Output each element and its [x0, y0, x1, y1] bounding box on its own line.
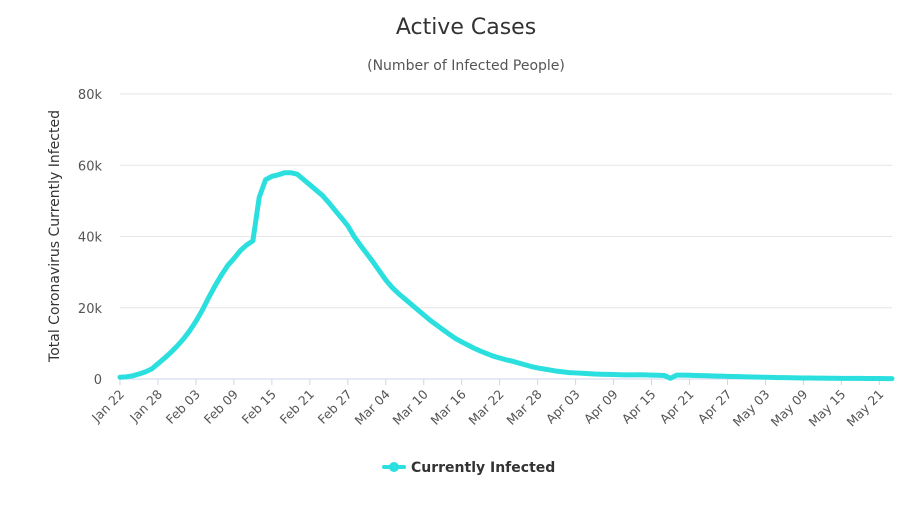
- y-tick-label: 60k: [78, 159, 103, 174]
- x-tick-label: Feb 27: [315, 387, 355, 427]
- x-tick-label: Jan 28: [126, 386, 165, 425]
- x-tick-label: Apr 21: [657, 387, 697, 427]
- x-tick-label: May 09: [768, 386, 811, 429]
- x-tick-label: Mar 28: [503, 386, 544, 427]
- x-tick-label: Apr 27: [695, 387, 735, 427]
- y-tick-label: 0: [94, 373, 102, 388]
- x-tick-label: Mar 04: [352, 386, 393, 427]
- x-tick-label: Feb 15: [239, 387, 279, 427]
- series-layer: [117, 170, 895, 382]
- x-tick-label: Apr 15: [619, 387, 659, 427]
- y-tick-label: 40k: [78, 231, 103, 246]
- x-tick-label: Jan 22: [88, 387, 127, 426]
- x-tick-label: Apr 03: [543, 387, 583, 427]
- y-axis-ticks: 0 20k 40k 60k 80k: [78, 88, 103, 388]
- chart-title: Active Cases: [396, 15, 536, 40]
- legend[interactable]: Currently Infected: [382, 460, 555, 476]
- x-tick-label: Apr 09: [581, 386, 621, 426]
- x-tick-label: Mar 16: [427, 386, 468, 427]
- x-tick-label: May 21: [844, 387, 887, 430]
- x-tick-label: May 03: [730, 387, 773, 430]
- legend-dot-marker: [389, 462, 399, 472]
- y-tick-label: 20k: [78, 302, 103, 317]
- gridlines: [120, 93, 892, 380]
- x-tick-label: Mar 10: [390, 386, 431, 427]
- series-line-currently-infected[interactable]: [117, 170, 895, 382]
- chart-subtitle: (Number of Infected People): [367, 58, 565, 74]
- x-tick-label: Mar 22: [465, 387, 506, 428]
- x-tick-label: Feb 03: [163, 387, 203, 427]
- y-axis-label: Total Coronavirus Currently Infected: [47, 110, 63, 363]
- legend-label: Currently Infected: [411, 460, 555, 476]
- y-tick-label: 80k: [78, 88, 103, 103]
- x-tick-label: May 15: [806, 387, 849, 430]
- x-tick-label: Feb 09: [201, 386, 241, 426]
- x-tick-label: Feb 21: [277, 387, 317, 427]
